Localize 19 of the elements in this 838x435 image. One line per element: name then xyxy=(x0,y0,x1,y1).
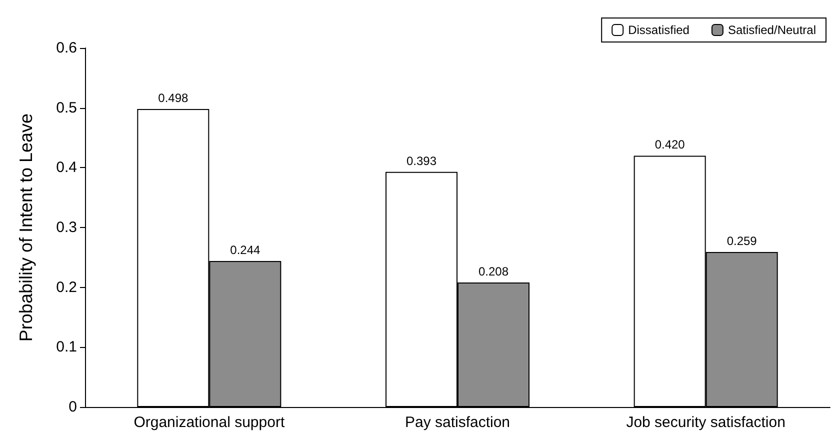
x-tick-label: Pay satisfaction xyxy=(404,414,510,431)
data-label: 0.208 xyxy=(478,264,509,279)
data-label: 0.420 xyxy=(654,138,686,152)
data-label: 0.393 xyxy=(406,154,437,168)
y-tick-label: 0.6 xyxy=(56,40,77,56)
y-tick-label: 0 xyxy=(68,398,77,416)
x-tick-label: Job security satisfaction xyxy=(626,414,786,431)
y-tick-label: 0.1 xyxy=(56,338,77,356)
x-tick-label: Organizational support xyxy=(134,414,286,431)
data-label: 0.259 xyxy=(726,234,758,248)
data-label: 0.244 xyxy=(230,243,261,258)
y-tick-label: 0.2 xyxy=(56,278,77,296)
y-tick-label: 0.3 xyxy=(56,219,77,236)
y-tick-label: 0.5 xyxy=(56,99,77,116)
y-tick-label: 0.4 xyxy=(56,159,77,176)
data-label: 0.498 xyxy=(158,91,189,106)
legend-label: Dissatisfied xyxy=(628,23,690,37)
legend-label: Satisfied/Neutral xyxy=(728,23,816,37)
y-axis-title: Probability of Intent to Leave xyxy=(16,113,36,342)
